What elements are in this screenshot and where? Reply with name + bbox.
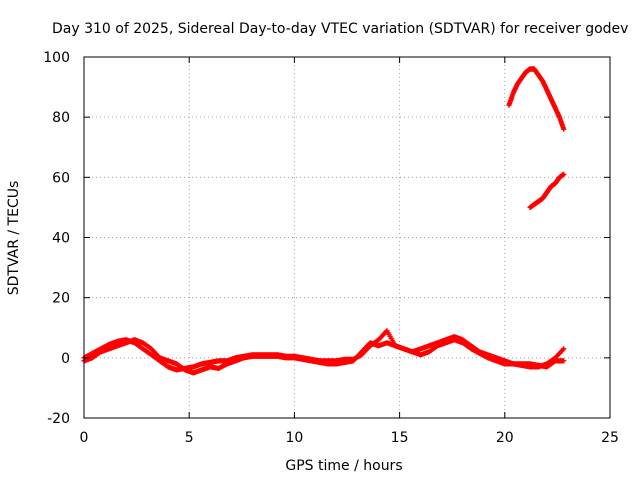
y-tick-label: 80 — [52, 110, 70, 126]
y-tick-label: 20 — [52, 291, 70, 307]
x-tick-label: 15 — [391, 430, 409, 446]
y-tick-label: 40 — [52, 231, 70, 247]
data-points — [81, 66, 567, 376]
data-point — [561, 358, 567, 364]
y-tick-label: 60 — [52, 170, 70, 186]
y-tick-label: -20 — [47, 411, 70, 427]
chart-title: Day 310 of 2025, Sidereal Day-to-day VTE… — [52, 21, 628, 37]
x-tick-label: 0 — [80, 430, 89, 446]
data-series — [527, 171, 567, 211]
data-point — [561, 171, 567, 177]
y-tick-label: 0 — [61, 351, 70, 367]
y-tick-label: 100 — [43, 50, 70, 66]
data-point — [561, 346, 567, 352]
x-axis-title: GPS time / hours — [285, 458, 402, 474]
data-series — [506, 66, 567, 132]
x-tick-label: 10 — [285, 430, 303, 446]
x-tick-label: 25 — [601, 430, 619, 446]
data-series — [81, 334, 567, 376]
data-point — [561, 126, 567, 132]
axis-ticks: 0 5 10 15 20 25 -20 0 20 40 60 80 100 — [43, 50, 619, 446]
x-tick-label: 20 — [496, 430, 514, 446]
y-axis-title: SDTVAR / TECUs — [6, 181, 22, 296]
x-tick-label: 5 — [185, 430, 194, 446]
